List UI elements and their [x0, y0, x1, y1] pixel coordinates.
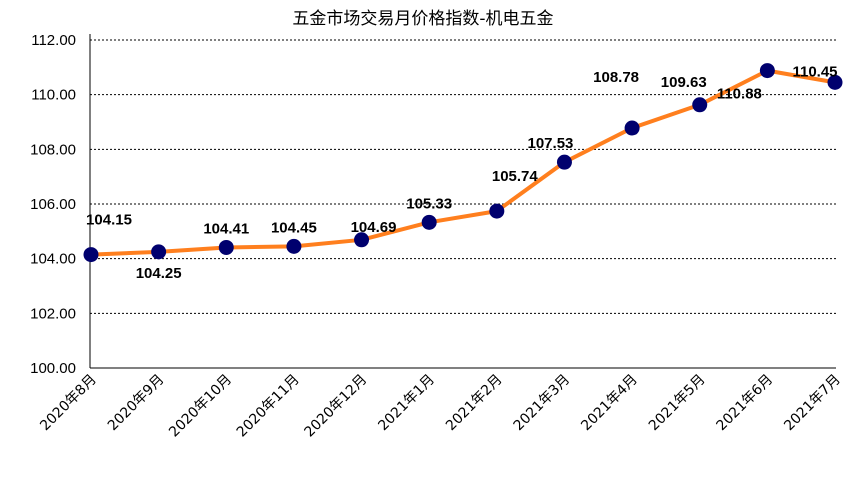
x-tick-label: 2021年4月: [578, 372, 641, 435]
y-tick-label: 108.00: [30, 141, 76, 158]
gridlines: [90, 39, 836, 314]
x-tick-label: 2021年5月: [646, 372, 709, 435]
y-tick-label: 112.00: [31, 32, 76, 49]
x-tick-label: 2021年1月: [375, 372, 438, 435]
x-tick-label: 2020年9月: [105, 372, 168, 435]
data-label: 105.74: [492, 168, 539, 185]
data-label: 104.15: [86, 212, 132, 229]
y-tick-label: 104.00: [30, 251, 76, 268]
data-point: [624, 120, 640, 136]
chart-title: 五金市场交易月价格指数-机电五金: [292, 9, 553, 29]
data-label: 107.53: [528, 135, 574, 152]
data-point: [421, 214, 437, 230]
x-tick-label: 2020年11月: [234, 372, 303, 441]
data-point: [692, 97, 708, 113]
y-tick-label: 100.00: [30, 360, 76, 377]
x-tick-label: 2021年7月: [781, 372, 844, 435]
data-point: [151, 244, 167, 260]
data-point: [218, 239, 234, 255]
data-label: 104.25: [136, 265, 182, 282]
data-point: [759, 63, 775, 79]
x-tick-label: 2021年3月: [511, 372, 574, 435]
x-tick-label: 2021年6月: [714, 372, 777, 435]
data-label: 104.69: [351, 219, 397, 236]
data-label: 104.45: [271, 219, 317, 236]
data-point: [286, 238, 302, 254]
data-label: 109.63: [661, 74, 707, 91]
y-tick-label: 102.00: [30, 305, 76, 322]
data-label: 110.88: [717, 86, 762, 103]
series-line: [89, 68, 837, 257]
data-point: [827, 74, 843, 90]
y-tick-label: 106.00: [30, 196, 76, 213]
x-tick-label: 2020年12月: [301, 372, 370, 441]
x-tick-label: 2020年10月: [166, 372, 235, 441]
data-point: [556, 154, 572, 170]
data-label: 108.78: [593, 69, 639, 86]
data-labels: 104.15 104.25 104.41 104.45 104.69 105.33 105.…: [86, 63, 837, 281]
x-tick-label: 2021年2月: [443, 372, 506, 435]
data-label: 104.41: [203, 220, 249, 237]
data-label: 110.45: [792, 63, 837, 80]
data-point: [489, 203, 505, 219]
series-line: [89, 68, 837, 257]
x-tick-label: 2020年8月: [37, 372, 100, 435]
y-tick-label: 110.00: [31, 87, 76, 104]
data-point: [354, 232, 370, 248]
axes: [89, 34, 836, 369]
series-markers: [83, 63, 843, 263]
data-point: [83, 247, 99, 263]
data-label: 105.33: [406, 195, 452, 212]
y-axis-ticks: 100.00 102.00 104.00 106.00 108.00 110.00 112.…: [30, 32, 76, 377]
